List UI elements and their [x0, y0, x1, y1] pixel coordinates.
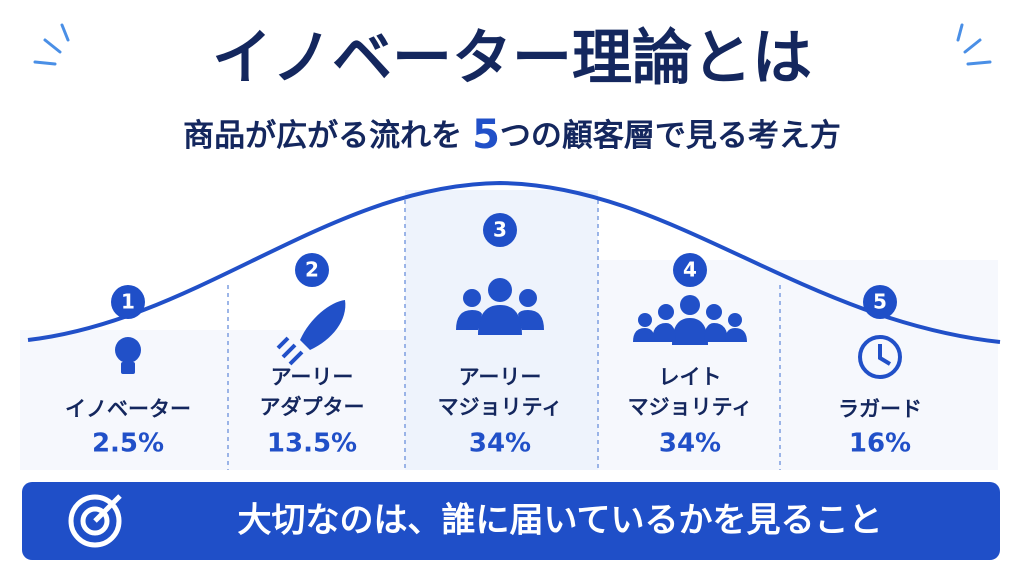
segment-label: アーリー	[459, 365, 542, 389]
subtitle-before: 商品が広がる流れを	[183, 118, 462, 154]
bell-curve	[27, 180, 1001, 344]
number-badge	[863, 285, 897, 319]
number: 1	[121, 290, 135, 314]
subtitle: 商品が広がる流れを 5つの顧客層で見る考え方	[183, 112, 841, 158]
segment-share: 2.5%	[92, 429, 164, 459]
column-bg	[598, 260, 998, 470]
footer-message: 大切なのは、誰に届いているかを見ること	[238, 501, 883, 541]
segment-label: マジョリティ	[628, 395, 753, 419]
title: イノベーター理論とは	[212, 24, 812, 94]
segment-share: 34%	[469, 429, 531, 459]
target-icon	[68, 494, 122, 548]
number-badge	[295, 253, 329, 287]
segment-share: 16%	[849, 429, 911, 459]
people-icon	[456, 278, 544, 335]
footer-bar	[22, 482, 1000, 560]
subtitle-number: 5	[472, 112, 500, 158]
number-badge	[111, 285, 145, 319]
segment-label: アダプター	[260, 395, 365, 419]
segment-label: マジョリティ	[438, 395, 563, 419]
lightbulb-icon	[115, 337, 141, 374]
segment-share: 34%	[659, 429, 721, 459]
number: 2	[305, 258, 319, 282]
column-bg	[20, 330, 405, 470]
clock-icon	[858, 335, 902, 379]
dividers	[227, 200, 781, 470]
crowd-icon	[633, 295, 747, 345]
segment-share: 13.5%	[267, 429, 357, 459]
sparks	[33, 23, 992, 66]
number-badge	[483, 213, 517, 247]
segment-label: ラガード	[838, 397, 922, 421]
icons	[115, 278, 902, 379]
segment-label: イノベーター	[65, 397, 191, 421]
number: 4	[683, 258, 697, 282]
segment-label: レイト	[659, 365, 722, 389]
number: 3	[493, 218, 507, 242]
number-badge	[673, 253, 707, 287]
subtitle-after: つの顧客層で見る考え方	[500, 118, 841, 154]
number: 5	[873, 290, 887, 314]
segment-label: アーリー	[271, 365, 354, 389]
rocket-icon	[276, 300, 346, 366]
